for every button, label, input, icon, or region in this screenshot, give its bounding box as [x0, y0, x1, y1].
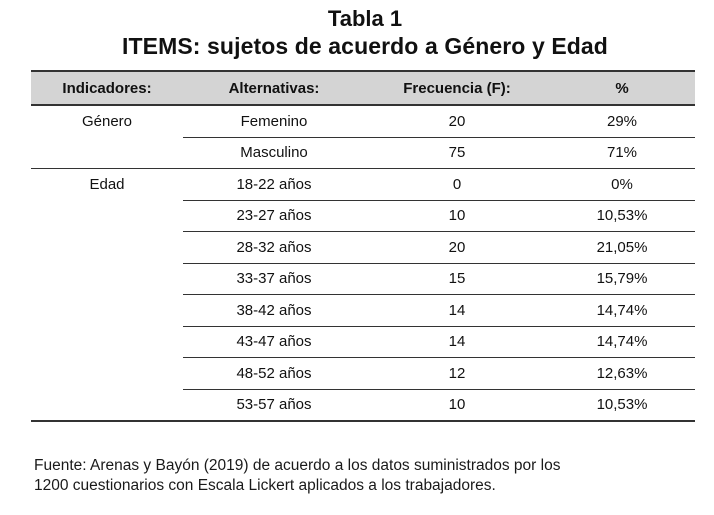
cell-alternativa: 48-52 años — [183, 357, 365, 389]
cell-frecuencia: 75 — [365, 136, 549, 169]
cell-indicador — [31, 358, 183, 390]
cell-porcentaje: 0% — [549, 168, 695, 200]
cell-frecuencia: 14 — [365, 294, 549, 326]
source-note: Fuente: Arenas y Bayón (2019) de acuerdo… — [34, 456, 714, 496]
table-body: Género Femenino 20 29% Masculino 75 71% Edad 18-… — [31, 105, 695, 422]
cell-indicador — [31, 326, 183, 358]
cell-indicador — [31, 263, 183, 295]
table-header: Indicadores: Alternativas: Frecuencia (F… — [31, 70, 695, 106]
cell-alternativa: 43-47 años — [183, 325, 365, 358]
cell-frecuencia: 0 — [365, 168, 549, 200]
table-row: 38-42 años 14 14,74% — [31, 294, 695, 327]
header-alternativas: Alternativas: — [183, 70, 365, 106]
table-row: Género Femenino 20 29% — [31, 105, 695, 137]
cell-porcentaje: 10,53% — [549, 388, 695, 422]
cell-porcentaje: 21,05% — [549, 231, 695, 263]
source-line-2: 1200 cuestionarios con Escala Lickert ap… — [34, 477, 496, 494]
cell-porcentaje: 14,74% — [549, 325, 695, 358]
cell-frecuencia: 15 — [365, 262, 549, 295]
cell-frecuencia: 10 — [365, 388, 549, 422]
header-frecuencia: Frecuencia (F): — [365, 70, 549, 106]
cell-porcentaje: 15,79% — [549, 262, 695, 295]
table-row: 23-27 años 10 10,53% — [31, 199, 695, 232]
cell-frecuencia: 20 — [448, 112, 466, 130]
table-row: Masculino 75 71% — [31, 136, 695, 169]
cell-alternativa: Masculino — [183, 136, 365, 169]
cell-alternativa: 33-37 años — [183, 262, 365, 295]
source-line-1: Fuente: Arenas y Bayón (2019) de acuerdo… — [34, 457, 561, 474]
table-row: 48-52 años 12 12,63% — [31, 357, 695, 390]
cell-alternativa: Femenino — [240, 112, 308, 130]
cell-indicador — [31, 137, 183, 169]
table-row: 33-37 años 15 15,79% — [31, 262, 695, 295]
data-table-container: Indicadores: Alternativas: Frecuencia (F… — [31, 70, 695, 422]
header-indicadores: Indicadores: — [31, 70, 183, 106]
table-row: Edad 18-22 años 0 0% — [31, 168, 695, 200]
table-row: 53-57 años 10 10,53% — [31, 388, 695, 422]
table-caption: Tabla 1 ITEMS: sujetos de acuerdo a Géne… — [0, 6, 714, 60]
data-table: Indicadores: Alternativas: Frecuencia (F… — [31, 70, 695, 422]
header-porcentaje: % — [549, 70, 695, 106]
cell-alternativa: 18-22 años — [183, 168, 365, 200]
cell-indicador — [31, 295, 183, 327]
cell-porcentaje: 14,74% — [549, 294, 695, 326]
cell-alternativa: 23-27 años — [183, 199, 365, 232]
cell-indicador: Edad — [31, 168, 183, 200]
table-number: Tabla 1 — [327, 6, 403, 31]
table-row: 43-47 años 14 14,74% — [31, 325, 695, 358]
table-row: 28-32 años 20 21,05% — [31, 231, 695, 264]
cell-frecuencia: 20 — [365, 231, 549, 263]
header-row: Indicadores: Alternativas: Frecuencia (F… — [31, 70, 695, 106]
cell-alternativa: 53-57 años — [183, 388, 365, 422]
cell-indicador: Género — [81, 113, 133, 130]
cell-alternativa: 28-32 años — [183, 231, 365, 263]
cell-indicador — [31, 389, 183, 422]
table-title: ITEMS: sujetos de acuerdo a Género y Eda… — [122, 33, 608, 59]
cell-porcentaje: 12,63% — [549, 357, 695, 389]
cell-indicador — [31, 200, 183, 232]
cell-porcentaje: 71% — [549, 136, 695, 169]
cell-frecuencia: 14 — [365, 325, 549, 358]
cell-indicador — [31, 232, 183, 264]
cell-porcentaje: 29% — [606, 112, 638, 130]
cell-porcentaje: 10,53% — [549, 199, 695, 232]
cell-frecuencia: 12 — [365, 357, 549, 389]
cell-alternativa: 38-42 años — [183, 294, 365, 326]
cell-frecuencia: 10 — [365, 199, 549, 232]
